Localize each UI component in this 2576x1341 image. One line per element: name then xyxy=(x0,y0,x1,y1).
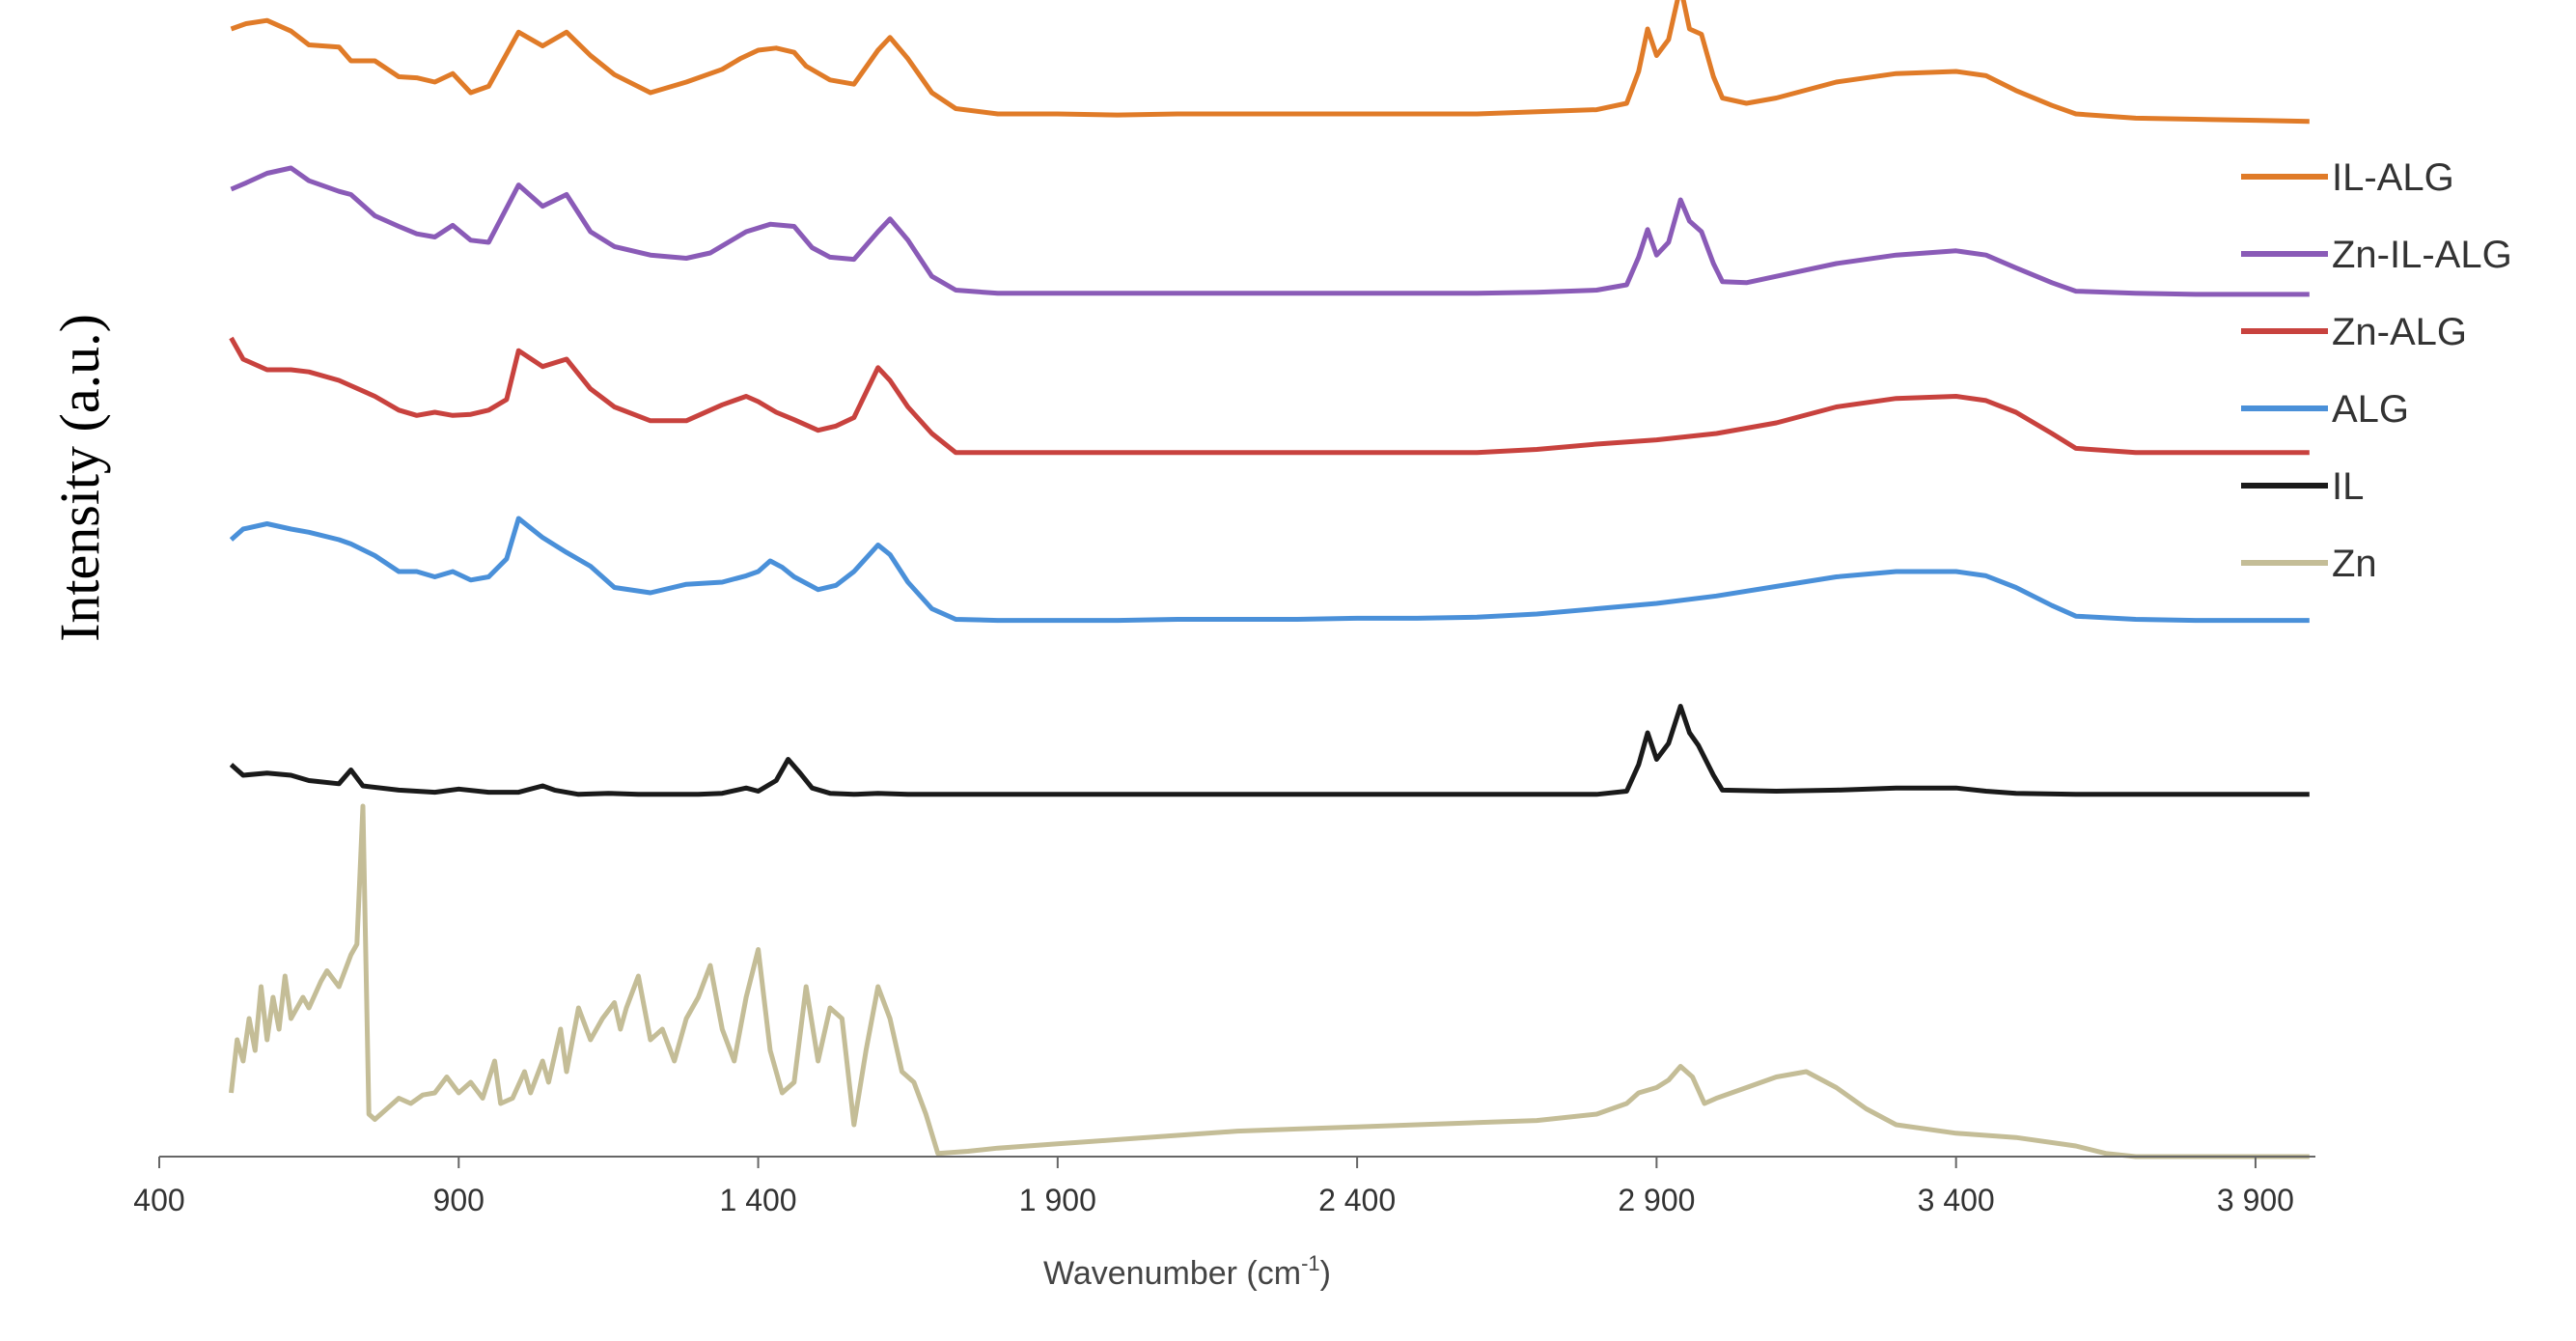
x-axis: 400 900 1 400 1 900 2 400 2 900 3 400 3 900 xyxy=(133,1156,2315,1217)
x-axis-label-sup: -1 xyxy=(1301,1251,1320,1275)
legend-label: IL xyxy=(2332,465,2364,508)
x-tick-label: 1 400 xyxy=(720,1183,797,1217)
x-tick-label: 900 xyxy=(433,1183,485,1217)
x-axis-label-close: ) xyxy=(1320,1255,1331,1292)
x-tick-label: 2 900 xyxy=(1618,1183,1695,1217)
series-line-zn-alg xyxy=(229,336,2310,456)
legend-label: IL-ALG xyxy=(2332,156,2454,199)
series-group xyxy=(229,0,2310,1159)
legend: IL-ALG Zn-IL-ALG Zn-ALG ALG IL Zn xyxy=(2241,156,2512,585)
legend-label: Zn xyxy=(2332,543,2377,585)
x-axis-label-main: Wavenumber (cm xyxy=(1043,1255,1301,1292)
y-axis-label: Intensity (a.u.) xyxy=(48,314,111,642)
x-tick-label: 400 xyxy=(133,1183,184,1217)
series-line-alg xyxy=(229,516,2310,624)
x-axis-label: Wavenumber (cm-1) xyxy=(1043,1251,1331,1292)
legend-label: Zn-ALG xyxy=(2332,311,2467,353)
x-tick-label: 2 400 xyxy=(1318,1183,1396,1217)
series-line-zn-il-alg xyxy=(230,165,2310,297)
series-line-zn xyxy=(229,803,2310,1159)
legend-label: ALG xyxy=(2332,388,2409,431)
x-tick-label: 3 900 xyxy=(2217,1183,2294,1217)
x-tick-label: 1 900 xyxy=(1019,1183,1096,1217)
x-tick-label: 3 400 xyxy=(1918,1183,1995,1217)
series-line-il-alg xyxy=(230,0,2310,125)
series-line-il xyxy=(229,704,2310,797)
legend-label: Zn-IL-ALG xyxy=(2332,234,2512,276)
